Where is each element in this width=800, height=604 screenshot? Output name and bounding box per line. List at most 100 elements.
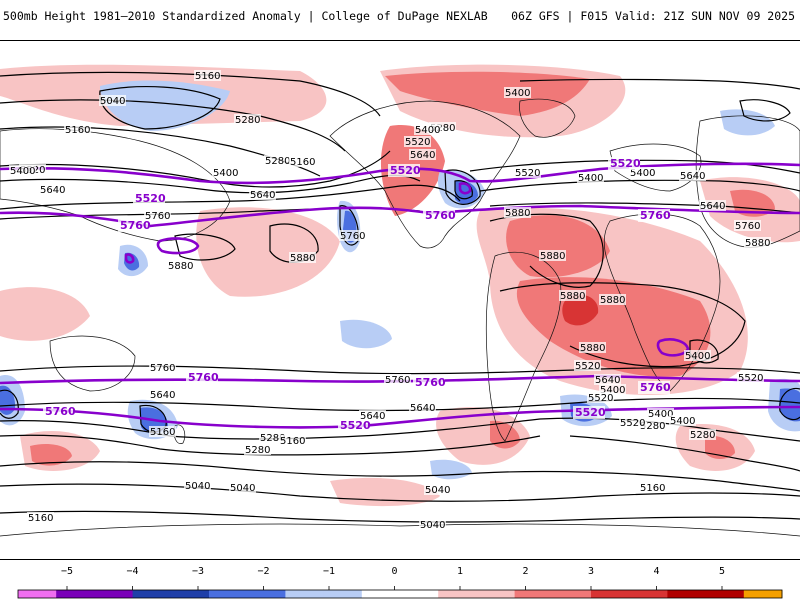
highlight-contour-label: 5520 xyxy=(340,419,371,432)
colorbar-segment xyxy=(170,590,210,598)
height-contour xyxy=(0,71,381,117)
colorbar-label: −3 xyxy=(191,566,205,577)
contour-label: 5640 xyxy=(410,403,435,414)
contour-label-bg xyxy=(404,136,431,147)
anomaly-area-pos xyxy=(0,287,90,341)
height-contour xyxy=(0,174,421,194)
contour-label: 5880 xyxy=(540,251,565,262)
contour-label-bg xyxy=(144,210,171,221)
contour-label-bg xyxy=(27,512,54,523)
contour-label-bg xyxy=(504,87,531,98)
header-bar: 500mb Height 1981–2010 Standardized Anom… xyxy=(0,0,800,32)
highlight-contour-label: 5520 xyxy=(390,164,421,177)
contour-label: 5880 xyxy=(600,295,625,306)
colorbar-segment xyxy=(323,590,363,598)
contour-label: 5880 xyxy=(580,343,605,354)
highlight-label-bg xyxy=(608,157,640,170)
contour-label: 5160 xyxy=(640,483,665,494)
anomaly-area-pos xyxy=(705,435,735,459)
contour-label: 5400 xyxy=(505,88,530,99)
contour-label: 5280 xyxy=(430,123,455,134)
contour-label-bg xyxy=(424,484,451,495)
contour-label: 5280 xyxy=(640,421,665,432)
greenland-outline xyxy=(519,98,576,138)
contour-label-bg xyxy=(289,252,316,263)
contour-label-bg xyxy=(414,124,441,135)
contour-label: 5880 xyxy=(168,261,193,272)
height-contour xyxy=(444,169,481,205)
contour-label: 5640 xyxy=(700,201,725,212)
colorbar-segment xyxy=(400,590,439,598)
highlight-contour-label: 5760 xyxy=(415,376,446,389)
contour-label: 5520 xyxy=(738,373,763,384)
anomaly-area-pos xyxy=(385,71,590,116)
contour-label: 5760 xyxy=(735,221,760,232)
contour-label: 5640 xyxy=(595,375,620,386)
contour-label-bg xyxy=(594,374,621,385)
contour-label: 5040 xyxy=(425,485,450,496)
colorbar: −5 −4 −3 −2 −1 0 1 2 3 4 5 xyxy=(0,566,800,600)
highlight-label-bg xyxy=(186,371,218,384)
contour-labels: 5160 5040 5280 5160 5280 5160 5400 5520 5400 5640… xyxy=(9,70,771,531)
highlight-contour-label: 5520 xyxy=(575,406,606,419)
colorbar-segment xyxy=(476,590,516,598)
anomaly-area-neg xyxy=(340,319,392,349)
height-contour xyxy=(519,78,800,90)
colorbar-label: 5 xyxy=(718,566,726,577)
highlight-contour-label: 5760 xyxy=(640,209,671,222)
contour-label: 5160 xyxy=(65,125,90,136)
highlight-label-bg xyxy=(118,219,150,232)
highlight-label-bg xyxy=(638,209,670,222)
contour-label-bg xyxy=(689,429,716,440)
colorbar-segment xyxy=(132,590,172,598)
contour-label-bg xyxy=(419,519,446,530)
contour-label: 5280 xyxy=(690,430,715,441)
contour-label: 5760 xyxy=(385,375,410,386)
asia-west-outline xyxy=(0,128,231,242)
contour-label-bg xyxy=(99,95,126,106)
height-contour xyxy=(0,150,391,188)
contour-label-bg xyxy=(194,70,221,81)
height-contour xyxy=(0,483,800,502)
contour-label: 5160 xyxy=(150,427,175,438)
contour-label: 5760 xyxy=(150,363,175,374)
antarctica-outline xyxy=(0,523,800,537)
colorbar-label: −2 xyxy=(257,566,270,577)
contour-label: 5520 xyxy=(515,168,540,179)
contour-label-bg xyxy=(599,294,626,305)
contour-label: 5400 xyxy=(10,166,35,177)
contour-label: 5160 xyxy=(28,513,53,524)
contour-label-bg xyxy=(149,426,176,437)
height-contour xyxy=(489,213,604,288)
height-contour xyxy=(174,233,236,261)
highlight-contour-label: 5760 xyxy=(188,371,219,384)
contour-label: 5040 xyxy=(100,96,125,107)
colorbar-label: 4 xyxy=(653,566,660,577)
highlight-contour-5520-north xyxy=(0,162,800,185)
coastlines xyxy=(0,98,800,537)
contour-label: 5640 xyxy=(410,150,435,161)
highlight-label-bg xyxy=(388,164,420,177)
contour-label: 5400 xyxy=(213,168,238,179)
height-contour xyxy=(454,180,473,200)
contour-label-bg xyxy=(587,392,614,403)
anomaly-area-neg xyxy=(779,388,800,422)
contour-label: 5760 xyxy=(340,231,365,242)
contour-label: 5640 xyxy=(150,390,175,401)
contour-label-bg xyxy=(339,230,366,241)
contour-label-bg xyxy=(39,184,66,195)
contour-label-bg xyxy=(599,384,626,395)
contour-label-bg xyxy=(669,415,696,426)
africa-outline xyxy=(603,213,721,392)
height-contour xyxy=(499,282,746,368)
contour-label-bg xyxy=(259,432,286,443)
anomaly-area-pos xyxy=(436,407,530,465)
height-contour xyxy=(0,184,461,210)
anomaly-area-pos xyxy=(196,207,340,297)
contour-label-bg xyxy=(504,207,531,218)
contour-label: 5400 xyxy=(415,125,440,136)
contour-label: 5880 xyxy=(560,291,585,302)
contour-label-bg xyxy=(737,372,764,383)
contour-label-bg xyxy=(577,172,604,183)
contour-label-bg xyxy=(149,389,176,400)
